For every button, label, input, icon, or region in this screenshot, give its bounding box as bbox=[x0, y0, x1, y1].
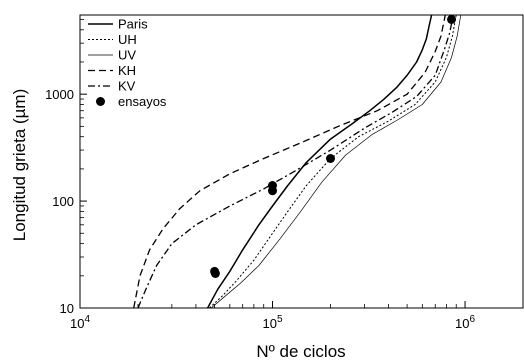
data-point-ensayos-1 bbox=[210, 269, 220, 278]
series-line-paris bbox=[206, 15, 433, 308]
series-line-uv bbox=[210, 15, 462, 308]
y-axis-label: Longitud grieta (µm) bbox=[10, 89, 29, 241]
legend-label-uh: UH bbox=[118, 32, 137, 47]
x-axis-label: Nº de ciclos bbox=[256, 342, 345, 361]
y-tick-label: 100 bbox=[52, 194, 74, 209]
x-tick-base: 10 bbox=[70, 316, 84, 331]
legend-label-kh: KH bbox=[118, 63, 136, 78]
x-tick-exponent: 4 bbox=[84, 314, 90, 325]
y-tick-label: 1000 bbox=[45, 87, 74, 102]
x-tick-exponent: 5 bbox=[277, 314, 283, 325]
series-line-kv bbox=[137, 15, 455, 308]
data-point-ensayos-4 bbox=[326, 154, 335, 163]
y-tick-label: 10 bbox=[60, 301, 74, 316]
x-tick-label: 104 bbox=[70, 314, 90, 331]
plot-area-border bbox=[79, 14, 524, 309]
x-tick-base: 10 bbox=[455, 316, 469, 331]
data-point-ensayos-3 bbox=[268, 186, 277, 196]
data-point-ensayos-5 bbox=[447, 15, 456, 24]
legend-label-ensayos: ensayos bbox=[118, 94, 167, 109]
series-layer bbox=[133, 15, 462, 308]
plot-frame bbox=[79, 14, 524, 309]
x-tick-base: 10 bbox=[263, 316, 277, 331]
legend-marker-ensayos bbox=[96, 97, 105, 106]
series-line-kh bbox=[133, 15, 446, 308]
legend-label-paris: Paris bbox=[118, 17, 148, 32]
x-tick-label: 105 bbox=[263, 314, 283, 331]
x-tick-exponent: 6 bbox=[469, 314, 475, 325]
x-tick-label: 106 bbox=[455, 314, 475, 331]
legend-label-kv: KV bbox=[118, 79, 136, 94]
legend-label-uv: UV bbox=[118, 48, 136, 63]
